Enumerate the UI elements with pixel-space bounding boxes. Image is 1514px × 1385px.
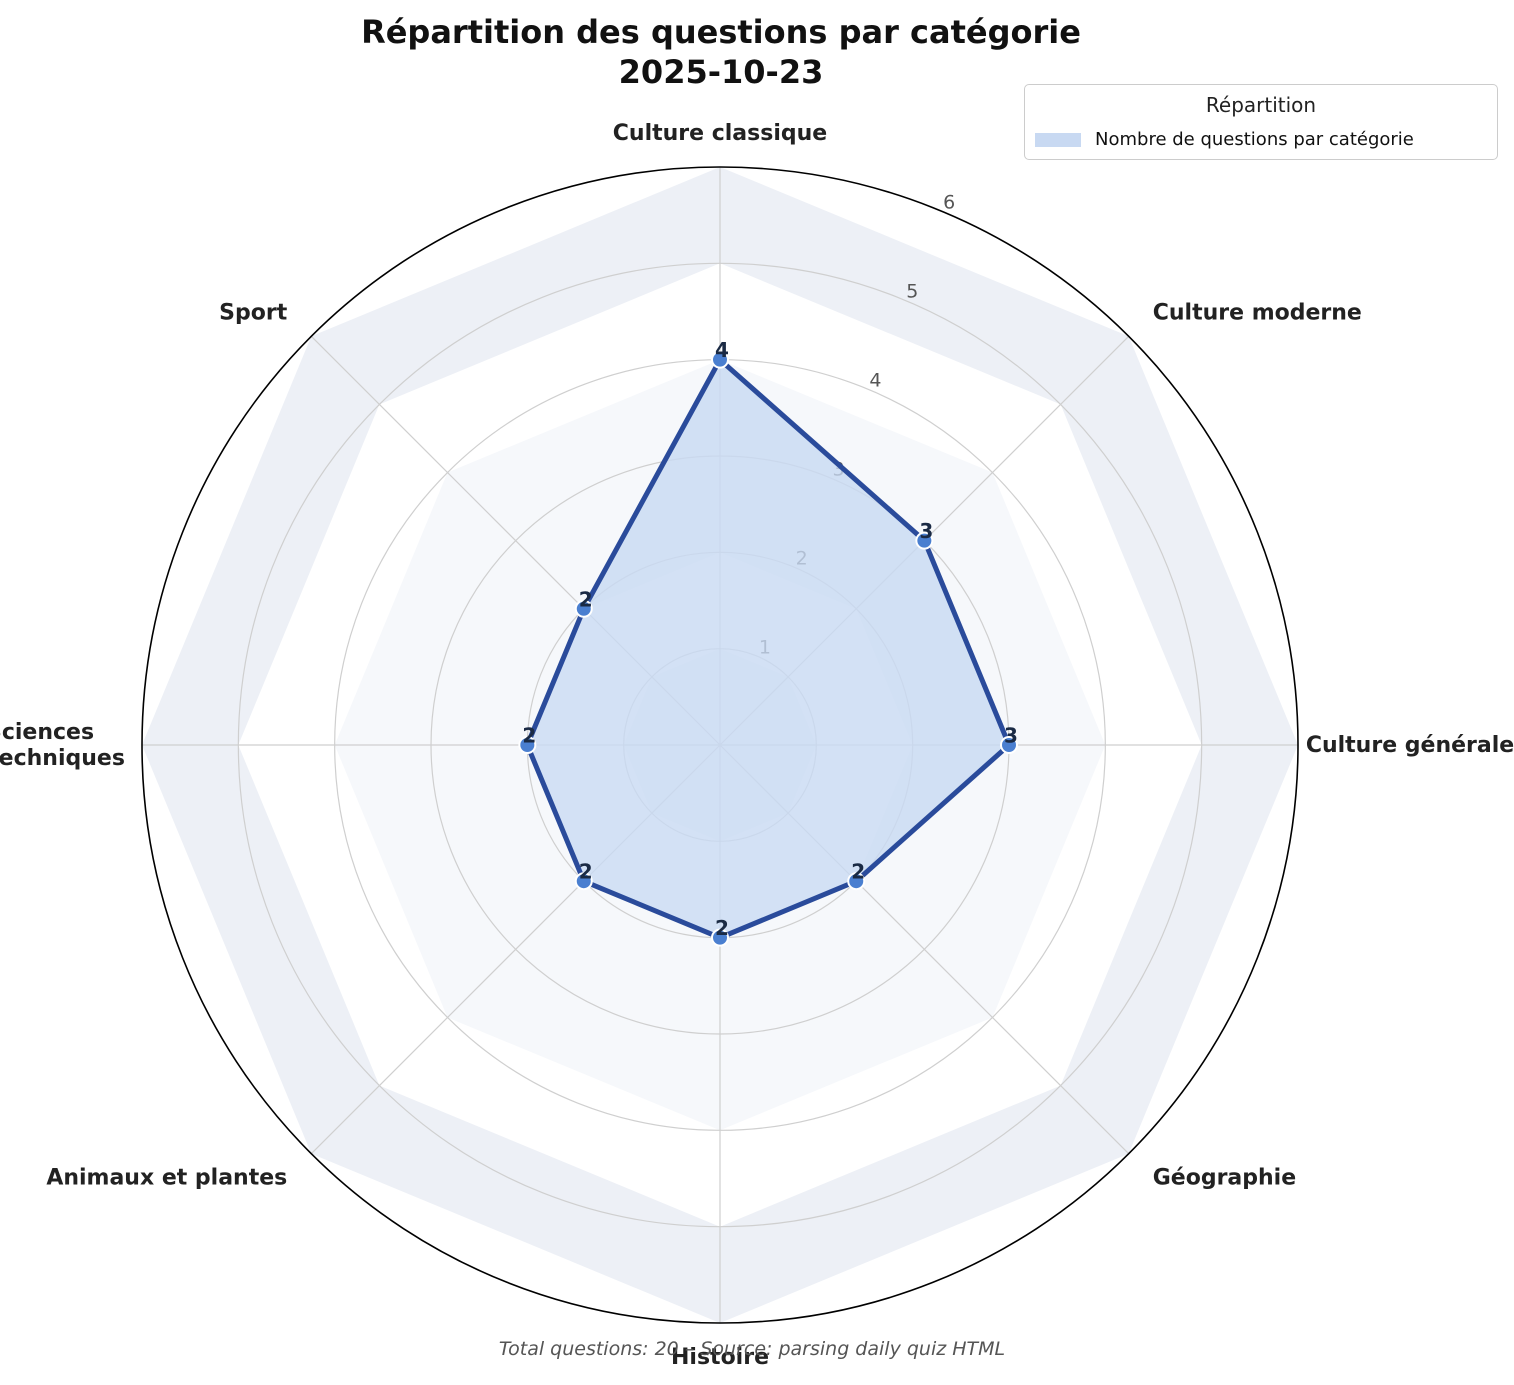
radial-tick-label: 5 <box>906 280 918 302</box>
data-label: 2 <box>579 587 593 611</box>
data-point <box>574 599 593 618</box>
chart-title-line-1: Répartition des questions par catégorie <box>361 13 1081 51</box>
polar-frame <box>141 166 1299 1324</box>
legend: Répartition Nombre de questions par caté… <box>1024 84 1498 160</box>
radial-tick-label: 6 <box>943 191 955 213</box>
data-label: 3 <box>919 519 933 543</box>
chart-title-line-2: 2025-10-23 <box>618 53 824 91</box>
chart-title: Répartition des questions par catégorie … <box>0 12 1442 92</box>
category-label: Sport <box>219 300 288 325</box>
data-point <box>1000 736 1018 754</box>
data-point <box>915 531 934 550</box>
radial-tick-label: 4 <box>869 369 881 391</box>
legend-entry-label: Nombre de questions par catégorie <box>1095 129 1414 150</box>
category-label: Animaux et plantes <box>46 1166 287 1191</box>
data-label: 4 <box>715 338 729 362</box>
legend-title: Répartition <box>1205 93 1317 117</box>
data-point <box>518 736 537 754</box>
category-label: Histoire <box>671 1345 769 1370</box>
data-point <box>711 350 729 369</box>
category-label: Scienceset techniques <box>0 720 125 771</box>
data-label: 2 <box>579 860 593 884</box>
data-label: 3 <box>1004 724 1018 748</box>
category-label: Culture moderne <box>1153 300 1362 325</box>
category-label: Culture classique <box>613 121 827 146</box>
data-label: 2 <box>522 724 536 748</box>
data-label: 2 <box>851 860 865 884</box>
data-point <box>574 872 593 891</box>
category-label: Géographie <box>1153 1166 1296 1191</box>
data-point <box>711 928 729 947</box>
data-point <box>847 872 866 891</box>
category-label: Culture générale <box>1306 733 1514 758</box>
data-label: 2 <box>715 916 729 940</box>
footnote: Total questions: 20 – Source: parsing da… <box>498 1338 1006 1360</box>
legend-swatch <box>1035 133 1081 147</box>
